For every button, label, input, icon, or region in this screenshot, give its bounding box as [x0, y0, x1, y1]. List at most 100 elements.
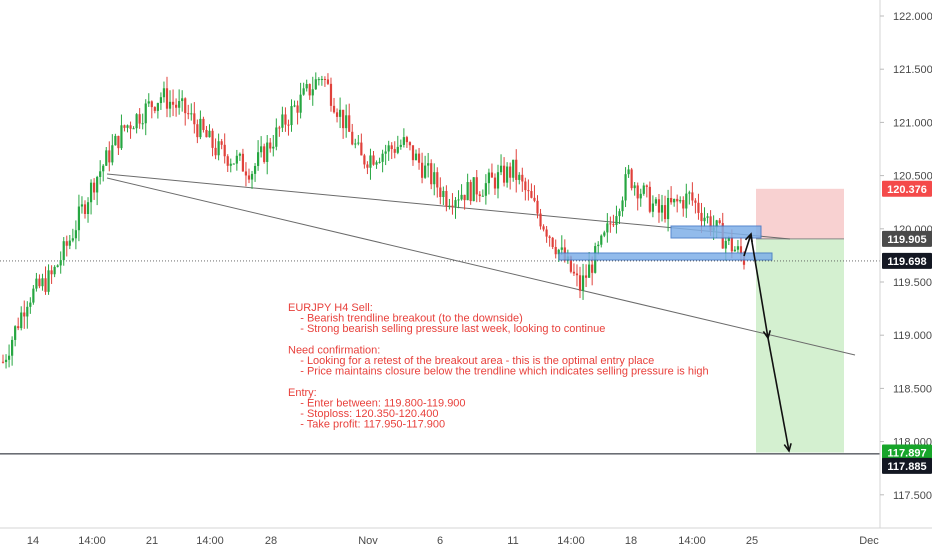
candle-body — [724, 240, 727, 249]
projection-arrow-down-1 — [750, 235, 769, 339]
candle-body — [624, 174, 627, 201]
x-tick-label: Dec — [859, 535, 879, 547]
candle — [44, 266, 47, 295]
candle-body — [527, 190, 530, 192]
candle-body — [408, 142, 412, 146]
candle — [733, 246, 736, 252]
candle — [521, 167, 524, 192]
candle-body — [11, 339, 14, 356]
candle — [141, 113, 144, 130]
candle — [123, 124, 126, 132]
candle-body — [99, 171, 102, 177]
candle — [572, 263, 576, 276]
candle-body — [126, 125, 129, 128]
candle — [208, 124, 211, 138]
candle — [463, 194, 466, 210]
candle-body — [56, 265, 59, 267]
candle — [642, 182, 645, 196]
y-tick-label: 119.500 — [893, 277, 932, 289]
x-tick-label: 21 — [146, 535, 158, 547]
candle — [670, 186, 673, 205]
candle — [256, 140, 260, 171]
candle — [706, 213, 709, 224]
candle-body — [138, 114, 141, 124]
candle-body — [424, 165, 427, 178]
candle-body — [402, 137, 405, 145]
candle-body — [93, 182, 96, 193]
candle-body — [41, 278, 44, 287]
candle — [293, 100, 296, 108]
candle — [14, 325, 17, 347]
candle — [506, 162, 509, 188]
candle-body — [581, 275, 585, 291]
candle-body — [354, 143, 357, 145]
note-line: - Strong bearish selling pressure last w… — [288, 323, 605, 335]
candle-body — [269, 142, 272, 149]
candle — [697, 193, 700, 220]
x-tick-label: 18 — [625, 535, 637, 547]
candle-body — [190, 113, 193, 115]
candle — [105, 146, 108, 166]
candle — [50, 265, 53, 284]
note-line: Need confirmation: — [288, 344, 380, 356]
candle — [93, 178, 96, 200]
candle — [679, 196, 682, 204]
candle — [533, 185, 536, 203]
candle — [235, 149, 238, 171]
candle-body — [411, 145, 415, 161]
candle-body — [123, 125, 126, 128]
price-tag-bg — [882, 444, 932, 461]
candle-body — [193, 113, 196, 125]
candle — [499, 154, 503, 176]
candle — [512, 159, 515, 182]
candle — [56, 264, 59, 268]
candle — [329, 77, 333, 112]
candle-body — [727, 237, 730, 241]
candle-body — [733, 249, 736, 252]
candle-body — [463, 194, 466, 201]
note-line: - Bearish trendline breakout (to the dow… — [288, 313, 523, 325]
candle — [317, 77, 320, 86]
candle-body — [375, 162, 378, 165]
candle — [253, 163, 257, 182]
candle-body — [363, 155, 366, 165]
candle — [427, 152, 430, 178]
candle — [147, 93, 150, 107]
candle-body — [156, 103, 159, 111]
candle-body — [739, 246, 743, 255]
candle-body — [260, 146, 263, 153]
candle — [1, 354, 5, 364]
candle-body — [642, 185, 645, 194]
candle — [536, 195, 539, 219]
candle — [111, 134, 114, 166]
candle-body — [244, 171, 248, 176]
candle-body — [636, 185, 639, 199]
candle — [624, 167, 627, 208]
candle-body — [62, 241, 65, 261]
candle — [496, 164, 500, 199]
candle-body — [666, 197, 670, 220]
candle-body — [648, 186, 651, 212]
candle — [542, 224, 545, 232]
note-line: Entry: — [288, 387, 317, 399]
candle — [74, 220, 77, 250]
candle-body — [709, 216, 712, 231]
candle-body — [703, 217, 706, 222]
candle-body — [439, 187, 442, 198]
candle-body — [603, 232, 606, 236]
candle — [654, 197, 658, 206]
candle-body — [639, 193, 642, 199]
candle — [320, 75, 323, 86]
candle-body — [545, 229, 548, 237]
candle-body — [308, 84, 311, 96]
candle-body — [393, 149, 396, 153]
candle-body — [59, 260, 62, 266]
candle-body — [676, 198, 679, 202]
candle-body — [633, 185, 636, 189]
candle-body — [502, 165, 506, 183]
candle — [527, 179, 530, 201]
candle — [560, 235, 563, 255]
lower-trendline — [106, 177, 856, 356]
candle-body — [26, 306, 29, 317]
